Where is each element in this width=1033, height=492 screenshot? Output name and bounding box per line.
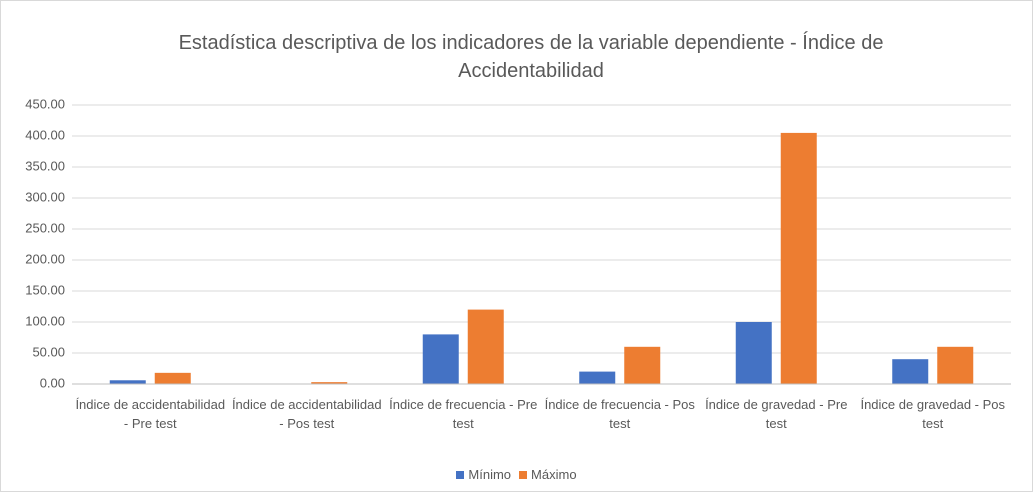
- x-tick-label: Índice de frecuencia - Pre test: [389, 397, 538, 431]
- x-tick-label: Índice de accidentabilidad - Pos test: [231, 397, 382, 431]
- bar: [780, 132, 817, 384]
- y-tick-label: 200.00: [25, 251, 65, 266]
- legend-swatch: [456, 471, 465, 479]
- y-tick-label: 450.00: [25, 96, 65, 111]
- y-tick-label: 50.00: [32, 344, 65, 359]
- y-tick-label: 100.00: [25, 313, 65, 328]
- bar: [937, 346, 974, 384]
- bar: [892, 359, 929, 384]
- bar: [109, 380, 146, 384]
- bar: [467, 309, 504, 384]
- legend-label: Mínimo: [468, 467, 512, 482]
- y-tick-label: 250.00: [25, 220, 65, 235]
- chart-title: Estadística descriptiva de los indicador…: [178, 32, 884, 82]
- legend-item: Mínimo: [456, 467, 511, 482]
- y-tick-label: 150.00: [25, 282, 65, 297]
- y-tick-label: 300.00: [25, 189, 65, 204]
- bar: [624, 346, 661, 384]
- bar: [735, 322, 772, 384]
- legend-swatch: [519, 471, 528, 479]
- x-tick-label: Índice de accidentabilidad - Pre test: [75, 397, 226, 431]
- x-tick-label: Índice de gravedad - Pre test: [705, 397, 848, 431]
- bar: [311, 382, 348, 384]
- bar: [154, 372, 191, 384]
- legend-label: Máximo: [531, 467, 577, 482]
- x-tick-label: Índice de gravedad - Pos test: [860, 397, 1006, 431]
- x-tick-label: Índice de frecuencia - Pos test: [544, 397, 695, 431]
- y-tick-label: 0.00: [40, 375, 65, 390]
- bar: [579, 371, 616, 384]
- y-tick-label: 350.00: [25, 158, 65, 173]
- legend: Mínimo Máximo: [1, 467, 1032, 482]
- legend-item: Máximo: [519, 467, 577, 482]
- y-tick-label: 400.00: [25, 127, 65, 142]
- bar: [422, 334, 459, 384]
